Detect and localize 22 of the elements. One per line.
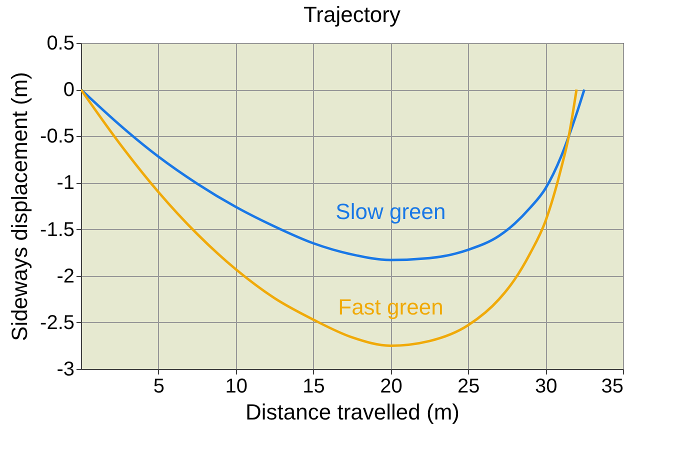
- chart-title: Trajectory: [304, 2, 400, 27]
- y-tick-label: 0.5: [46, 32, 74, 54]
- series-label: Fast green: [338, 294, 444, 320]
- series-label: Slow green: [336, 199, 446, 224]
- y-tick-label: -1.5: [40, 218, 74, 241]
- x-tick-label: 5: [153, 376, 164, 398]
- x-tick-label: 15: [302, 376, 325, 398]
- y-tick-label: -0.5: [40, 126, 74, 148]
- x-tick-label: 35: [601, 376, 624, 398]
- y-tick-label: -2.5: [40, 312, 74, 334]
- x-tick-label: 25: [458, 376, 480, 398]
- x-tick-label: 30: [534, 376, 558, 398]
- y-tick-label: -1: [56, 172, 74, 194]
- y-tick-label: 0: [63, 79, 74, 102]
- y-axis-title: Sideways displacement (m): [7, 72, 32, 341]
- y-tick-label: -3: [56, 358, 74, 380]
- x-axis-title: Distance travelled (m): [246, 400, 460, 424]
- line-series: [81, 88, 578, 347]
- line-series: [81, 88, 586, 262]
- y-tick-label: -2: [56, 265, 74, 288]
- x-tick-label: 10: [225, 376, 248, 398]
- x-tick-label: 20: [380, 376, 402, 398]
